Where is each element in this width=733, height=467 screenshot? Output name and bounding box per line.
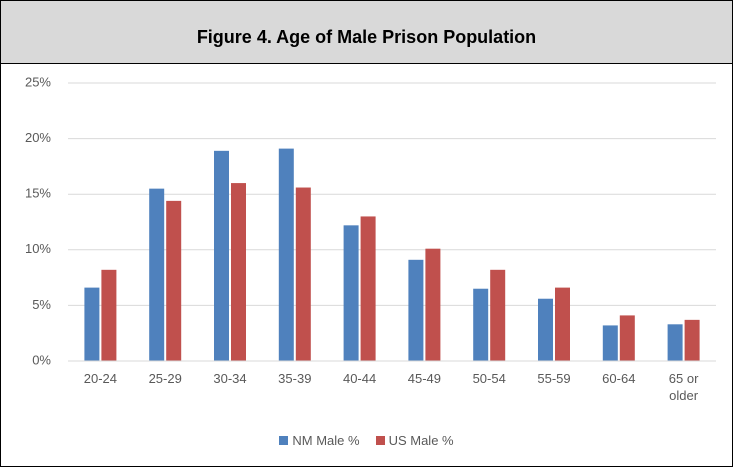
bar <box>684 319 700 361</box>
legend-swatch <box>375 436 385 445</box>
bar <box>619 315 635 361</box>
bar <box>408 259 424 361</box>
x-tick-label: 30-34 <box>213 371 247 386</box>
bar <box>602 325 618 361</box>
bar <box>278 148 294 361</box>
bar <box>231 183 246 361</box>
bar <box>490 269 506 361</box>
bar <box>166 200 182 361</box>
x-tick-label: 55-59 <box>537 371 571 386</box>
x-tick-label: 45-49 <box>407 371 442 386</box>
legend-label: NM Male % <box>292 433 360 448</box>
bar <box>538 298 553 361</box>
x-tick-label: 25-29 <box>148 371 182 386</box>
x-tick-label: 35-39 <box>278 371 312 386</box>
x-tick-label: 20-24 <box>83 371 118 386</box>
bar <box>149 188 165 361</box>
bar <box>473 288 489 361</box>
bar <box>555 287 570 361</box>
y-tick-label: 15% <box>25 186 51 201</box>
legend: NM Male % US Male % <box>1 433 732 448</box>
legend-item: US Male % <box>375 433 454 448</box>
header <box>1 1 732 64</box>
bar <box>425 248 441 361</box>
x-tick-label: 65 or older <box>668 371 699 403</box>
y-tick-label: 5% <box>32 297 51 312</box>
bar <box>84 287 100 361</box>
bar <box>101 269 117 361</box>
y-tick-label: 0% <box>32 352 51 367</box>
bar <box>360 216 376 361</box>
bar <box>667 324 683 361</box>
legend-swatch <box>279 436 289 445</box>
y-tick-label: 20% <box>25 130 51 145</box>
x-tick-label: 50-54 <box>472 371 506 386</box>
bar <box>214 150 229 361</box>
y-tick-label: 25% <box>25 74 51 89</box>
legend-item: NM Male % <box>279 433 360 448</box>
y-tick-label: 10% <box>25 241 51 256</box>
bar <box>343 225 359 361</box>
legend-label: US Male % <box>388 433 454 448</box>
chart-title: Figure 4. Age of Male Prison Population <box>196 27 537 47</box>
x-tick-label: 40-44 <box>342 371 377 386</box>
bar <box>295 187 311 361</box>
x-tick-label: 60-64 <box>602 371 636 386</box>
